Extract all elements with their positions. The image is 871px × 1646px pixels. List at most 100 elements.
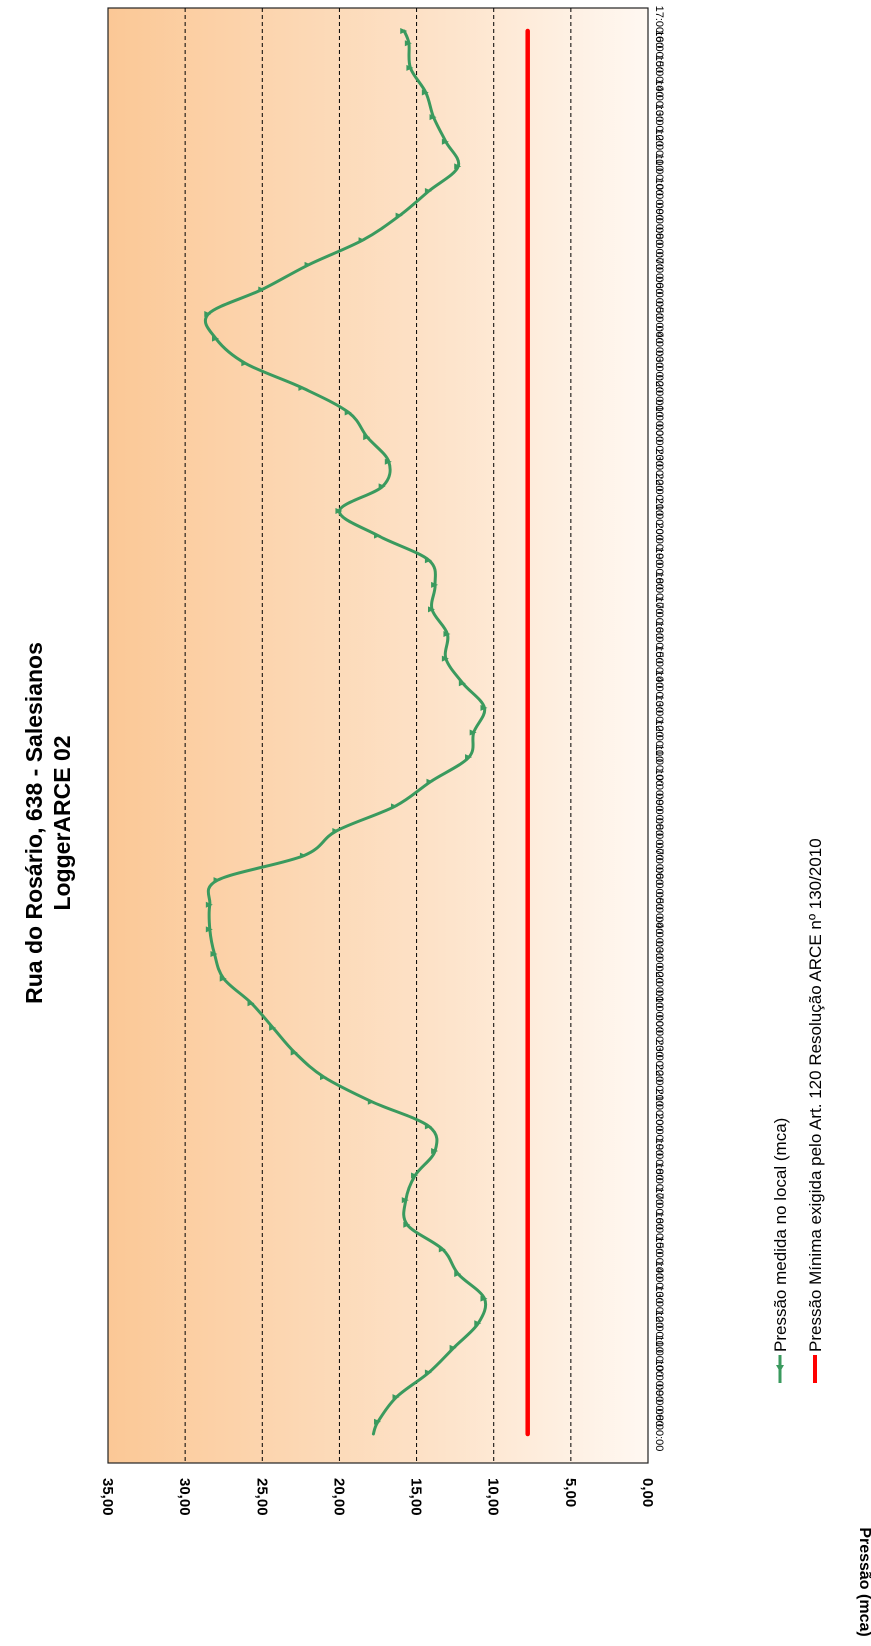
data-point (213, 877, 221, 884)
legend: Pressão medida no local (mca) Pressão Mí… (771, 838, 825, 1383)
x-tick-label: 18:00:00 (653, 572, 665, 615)
legend-item-minimum: Pressão Mínima exigida pelo Art. 120 Res… (806, 838, 825, 1383)
x-tick-label: 08:00:00 (653, 1409, 665, 1452)
x-tick-label: 22:00:00 (653, 473, 665, 516)
x-tick-label: 15:00:00 (653, 1236, 665, 1279)
x-tick-label: 10:00:00 (653, 1359, 665, 1402)
series-markers (204, 28, 488, 1425)
data-point (431, 1147, 439, 1154)
data-point (424, 187, 432, 194)
x-tick-label: 14:00:00 (653, 670, 665, 713)
x-tick-label: 17:00:00 (653, 6, 665, 49)
data-point (458, 680, 466, 687)
data-point (469, 729, 477, 736)
x-tick-label: 06:00:00 (653, 276, 665, 319)
x-tick-label: 08:00:00 (653, 818, 665, 861)
data-point (384, 458, 392, 465)
x-tick-label: 03:00:00 (653, 350, 665, 393)
x-tick-labels: 08:00:0009:00:0010:00:0011:00:0012:00:00… (653, 6, 665, 1452)
x-tick-label: 14:00:00 (653, 79, 665, 122)
data-point (424, 557, 432, 564)
x-tick-label: 23:00:00 (653, 449, 665, 492)
x-tick-label: 11:00:00 (653, 1335, 665, 1377)
data-point (210, 951, 218, 958)
data-point (241, 360, 249, 367)
x-tick-label: 16:00:00 (653, 1212, 665, 1255)
x-tick-label: 05:00:00 (653, 301, 665, 344)
y-tick-label: 10,00 (485, 1478, 502, 1516)
x-tick-label: 20:00:00 (653, 522, 665, 565)
x-tick-label: 18:00:00 (653, 1162, 665, 1205)
x-tick-label: 17:00:00 (653, 1187, 665, 1230)
legend-label-measured: Pressão medida no local (mca) (771, 1118, 790, 1352)
data-point (367, 1098, 375, 1105)
plot-background (107, 7, 649, 1464)
data-point (421, 89, 429, 96)
x-tick-label: 22:00:00 (653, 1064, 665, 1107)
data-point (403, 1221, 411, 1228)
data-point (320, 1074, 327, 1081)
data-point (258, 286, 266, 293)
y-tick-labels: 0,00 5,00 10,00 15,00 20,00 25,00 30,00 35,00 (99, 1478, 656, 1516)
data-point (441, 655, 449, 662)
x-tick-label: 13:00:00 (653, 695, 665, 738)
data-point (426, 778, 434, 785)
data-point (332, 827, 340, 834)
data-point (390, 803, 398, 810)
x-tick-label: 12:00:00 (653, 719, 665, 762)
data-point (449, 1344, 457, 1351)
x-tick-label: 13:00:00 (653, 1286, 665, 1329)
data-point (335, 507, 343, 514)
x-tick-label: 23:00:00 (653, 1039, 665, 1082)
data-point (205, 901, 213, 908)
x-tick-label: 10:00:00 (653, 769, 665, 812)
data-point (212, 335, 219, 342)
data-point (395, 212, 403, 219)
data-point (424, 1123, 432, 1130)
x-tick-label: 07:00:00 (653, 252, 665, 295)
x-tick-label: 09:00:00 (653, 793, 665, 836)
data-point (378, 483, 386, 490)
x-tick-label: 08:00:00 (653, 227, 665, 270)
data-point (219, 975, 227, 982)
x-tick-label: 02:00:00 (653, 966, 665, 1009)
data-point (424, 1369, 432, 1376)
data-point (454, 1271, 462, 1278)
y-tick-label: 0,00 (639, 1478, 656, 1507)
data-point (431, 581, 439, 588)
x-tick-label: 16:00:00 (653, 621, 665, 664)
data-point (429, 114, 437, 121)
x-tick-label: 11:00:00 (653, 154, 665, 196)
data-point (299, 852, 307, 859)
y-tick-label: 5,00 (562, 1478, 579, 1507)
x-tick-label: 09:00:00 (653, 202, 665, 245)
x-tick-label: 21:00:00 (653, 498, 665, 541)
x-tick-label: 19:00:00 (653, 1138, 665, 1181)
y-tick-label: 35,00 (99, 1478, 116, 1516)
data-point (443, 631, 451, 638)
x-tick-label: 01:00:00 (653, 399, 665, 442)
data-point (304, 261, 312, 268)
data-point (344, 409, 352, 416)
x-tick-label: 15:00:00 (653, 646, 665, 689)
x-tick-label: 00:00:00 (653, 424, 665, 467)
x-tick-label: 19:00:00 (653, 547, 665, 590)
x-tick-label: 17:00:00 (653, 596, 665, 639)
data-point (480, 1295, 488, 1302)
x-tick-label: 06:00:00 (653, 867, 665, 910)
data-point (363, 434, 371, 441)
x-tick-label: 12:00:00 (653, 1310, 665, 1353)
x-tick-label: 12:00:00 (653, 129, 665, 172)
x-tick-label: 01:00:00 (653, 990, 665, 1033)
data-point (401, 1197, 409, 1204)
x-tick-label: 00:00:00 (653, 1015, 665, 1058)
data-point (204, 311, 212, 318)
y-tick-label: 15,00 (408, 1478, 425, 1516)
data-point (438, 1246, 446, 1253)
data-point (374, 532, 381, 539)
chart-subtitle-text: LoggerARCE 02 (49, 735, 75, 910)
y-tick-label: 20,00 (330, 1478, 347, 1516)
legend-label-minimum: Pressão Mínima exigida pelo Art. 120 Res… (806, 838, 825, 1352)
x-tick-label: 16:00:00 (653, 30, 665, 73)
